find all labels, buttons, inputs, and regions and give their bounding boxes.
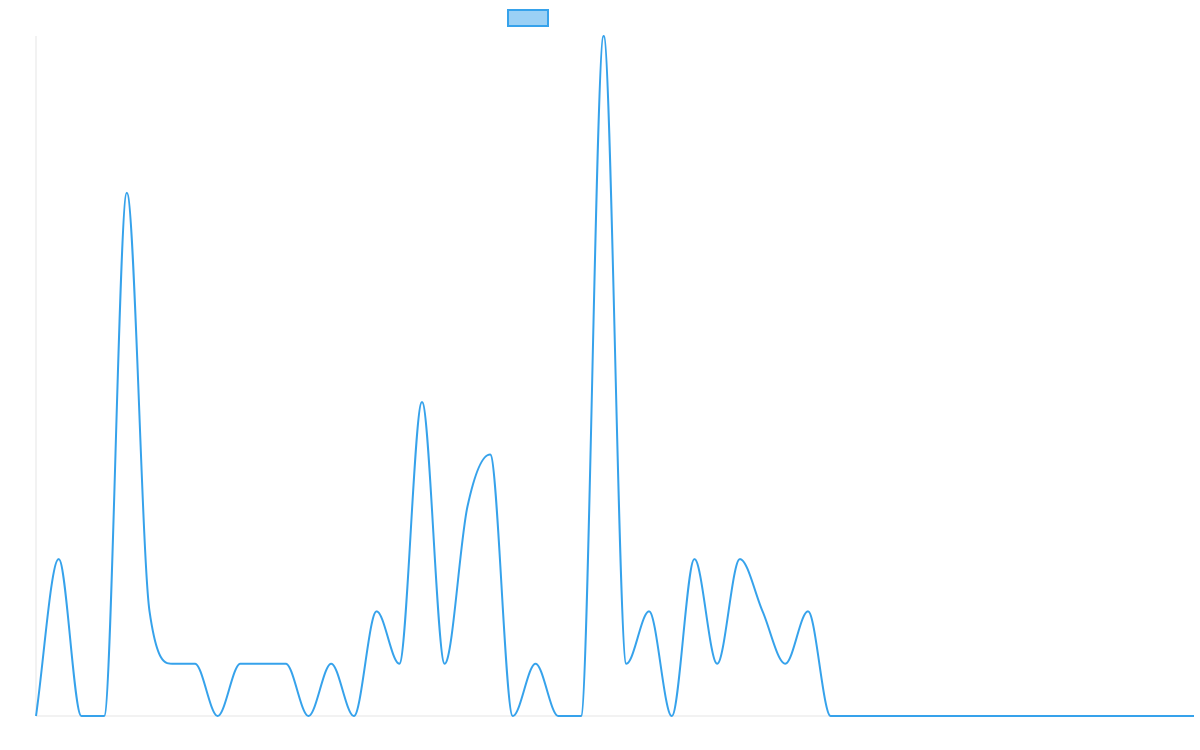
series-layer [33,33,1197,719]
data-point [283,661,289,667]
data-point [237,661,243,667]
data-point [215,713,221,719]
data-point [442,661,448,667]
data-point [646,608,652,614]
data-point [828,713,834,719]
data-point [987,713,993,719]
data-point [1032,713,1038,719]
data-point [1077,713,1083,719]
data-point [737,556,743,562]
data-point [919,713,925,719]
data-point [964,713,970,719]
data-point [669,713,675,719]
data-point [941,713,947,719]
data-point [305,713,311,719]
data-point [555,713,561,719]
data-point [691,556,697,562]
data-point [396,661,402,667]
data-point [1123,713,1129,719]
data-point [578,713,584,719]
data-point [374,608,380,614]
data-point [147,608,153,614]
data-point [1146,713,1152,719]
data-point [78,713,84,719]
data-point [260,661,266,667]
data-point [873,713,879,719]
data-point [1055,713,1061,719]
data-point [1009,713,1015,719]
data-point [1191,713,1197,719]
data-point [601,33,607,39]
data-point [510,713,516,719]
data-point [850,713,856,719]
data-point [533,661,539,667]
data-point [169,661,175,667]
data-point [782,661,788,667]
data-point [101,713,107,719]
legend[interactable] [507,9,549,27]
data-point [896,713,902,719]
data-point [1168,713,1174,719]
data-point [1100,713,1106,719]
data-point [328,661,334,667]
data-point [464,504,470,510]
data-point [623,661,629,667]
series-line [35,35,1194,717]
data-point [56,556,62,562]
data-point [805,608,811,614]
data-point [124,190,130,196]
data-point [33,713,39,719]
legend-swatch[interactable] [507,9,549,27]
data-point [192,661,198,667]
data-point [419,399,425,405]
data-point [351,713,357,719]
data-point [714,661,720,667]
data-point [487,451,493,457]
data-point [760,608,766,614]
